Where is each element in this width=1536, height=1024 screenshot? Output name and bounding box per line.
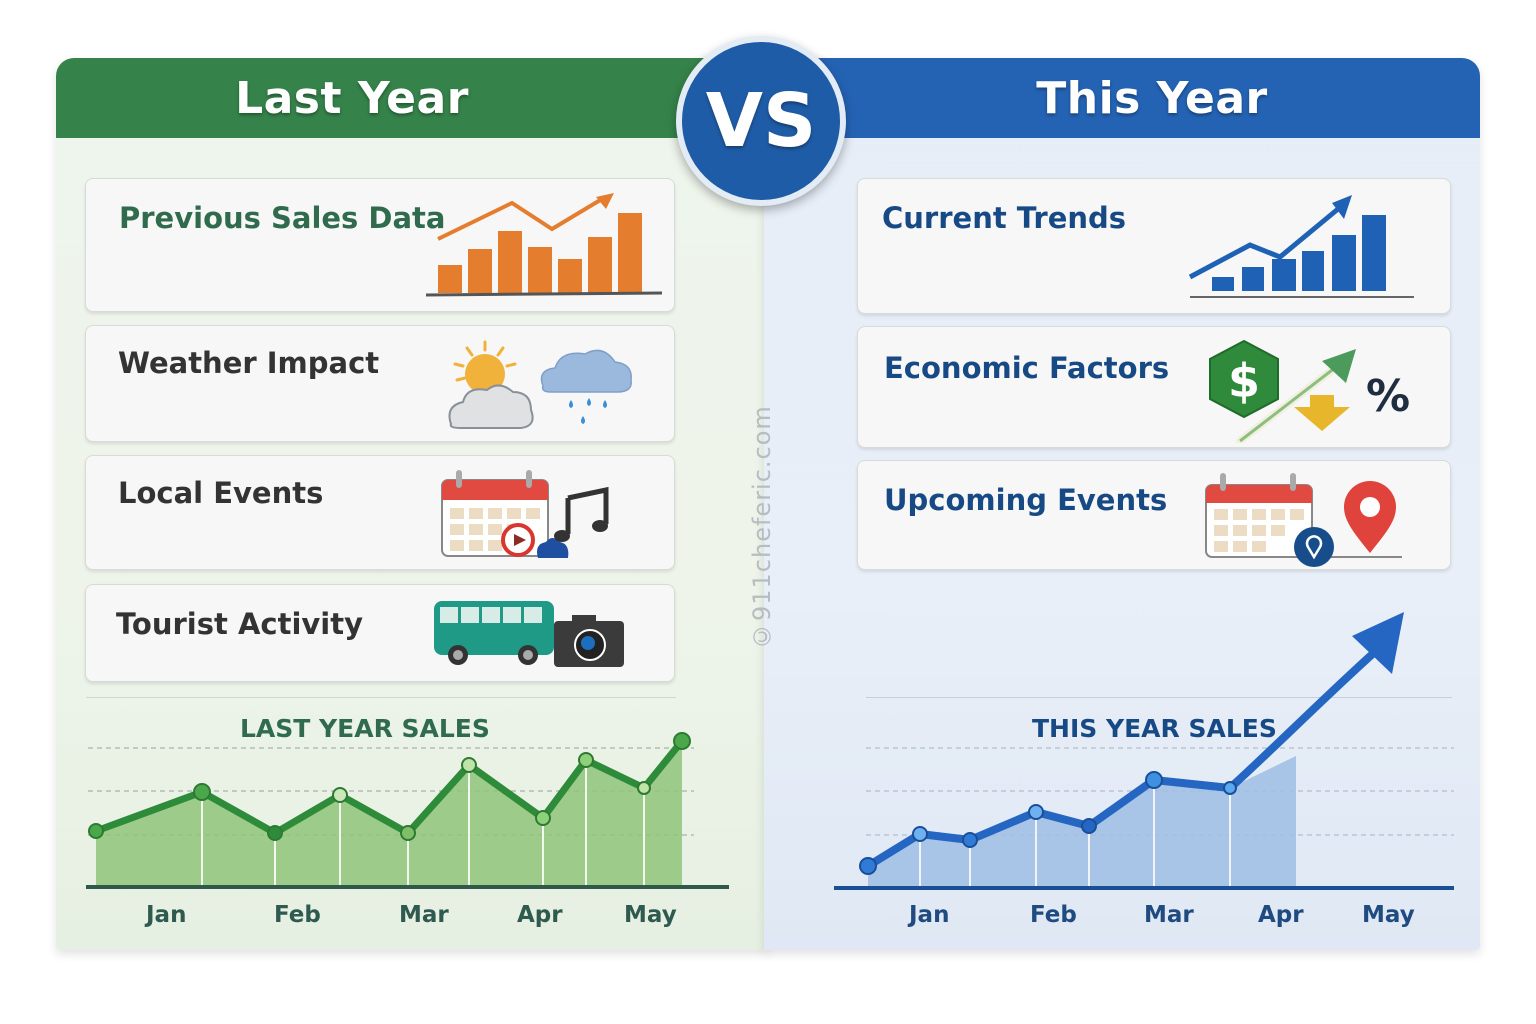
bus-camera-icon (432, 597, 632, 669)
blue-bar-chart-icon (1188, 191, 1418, 301)
right-tick-feb: Feb (1030, 902, 1077, 928)
right-tick-jan: Jan (909, 902, 950, 928)
right-tick-apr: Apr (1258, 902, 1304, 928)
calendar-location-pin-icon (1204, 471, 1404, 567)
last-year-header: Last Year (56, 58, 768, 138)
card-title: Upcoming Events (884, 483, 1168, 517)
calendar-music-icon (440, 468, 620, 560)
left-tick-feb: Feb (274, 902, 321, 928)
right-tick-mar: Mar (1144, 902, 1194, 928)
last-year-sales-chart (86, 730, 736, 895)
dollar-arrows-percent-icon: $ % (1206, 337, 1416, 443)
this-year-header: This Year (764, 58, 1480, 138)
card-current-trends: Current Trends (857, 178, 1451, 314)
card-weather-impact: Weather Impact (85, 325, 675, 442)
left-tick-apr: Apr (517, 902, 563, 928)
right-chart-divider (866, 697, 1452, 698)
orange-bar-chart-icon (426, 193, 666, 299)
this-year-sales-chart (832, 600, 1462, 895)
card-title: Economic Factors (884, 351, 1170, 385)
card-title: Current Trends (882, 201, 1127, 235)
right-chart-title: THIS YEAR SALES (1032, 714, 1277, 743)
card-previous-sales-data: Previous Sales Data (85, 178, 675, 312)
card-title: Tourist Activity (116, 607, 364, 641)
svg-text:%: % (1366, 371, 1410, 422)
card-title: Weather Impact (118, 346, 380, 380)
card-economic-factors: Economic Factors $ % (857, 326, 1451, 448)
card-title: Local Events (118, 476, 324, 510)
left-tick-mar: Mar (399, 902, 449, 928)
card-tourist-activity: Tourist Activity (85, 584, 675, 682)
left-tick-may: May (624, 902, 677, 928)
weather-sun-cloud-rain-icon (441, 336, 641, 436)
svg-text:$: $ (1228, 354, 1260, 408)
left-chart-title: LAST YEAR SALES (240, 714, 490, 743)
card-upcoming-events: Upcoming Events (857, 460, 1451, 570)
left-chart-divider (86, 697, 676, 698)
vs-badge: VS (676, 36, 846, 206)
card-title: Previous Sales Data (119, 201, 446, 235)
left-tick-jan: Jan (146, 902, 187, 928)
right-tick-may: May (1362, 902, 1415, 928)
card-local-events: Local Events (85, 455, 675, 570)
watermark: ©911cheferic.com (748, 405, 776, 650)
